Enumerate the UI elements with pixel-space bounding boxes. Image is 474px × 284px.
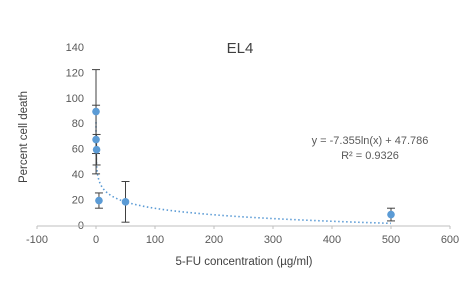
x-tick-label: 100 <box>146 234 164 246</box>
y-axis-title: Percent cell death <box>18 91 30 183</box>
y-tick-label: 120 <box>66 67 84 79</box>
y-tick-label: 80 <box>72 118 84 130</box>
x-tick-label: 500 <box>382 234 400 246</box>
point <box>92 145 101 154</box>
x-axis-title: 5-FU concentration (µg/ml) <box>175 256 312 268</box>
y-tick-label: 40 <box>72 169 84 181</box>
point <box>95 196 103 205</box>
x-tick-label: 300 <box>264 234 282 246</box>
x-tick-label: 400 <box>323 234 341 246</box>
x-tick-label: 200 <box>205 234 223 246</box>
y-tick-label: 20 <box>72 194 84 206</box>
x-tick-label: 0 <box>93 234 99 246</box>
point <box>387 210 395 219</box>
trendline-r2: R² = 0.9326 <box>341 150 399 162</box>
point <box>121 198 130 206</box>
y-tick-label: 140 <box>66 42 84 54</box>
x-tick-label: -100 <box>26 234 48 246</box>
y-tick-label: 60 <box>72 144 84 156</box>
x-tick-label: 600 <box>441 234 459 246</box>
trendline-equation: y = -7.355ln(x) + 47.786 <box>312 135 429 147</box>
chart-title: EL4 <box>227 40 254 57</box>
point <box>92 135 100 144</box>
point <box>92 107 100 116</box>
y-tick-label: 100 <box>66 93 84 105</box>
